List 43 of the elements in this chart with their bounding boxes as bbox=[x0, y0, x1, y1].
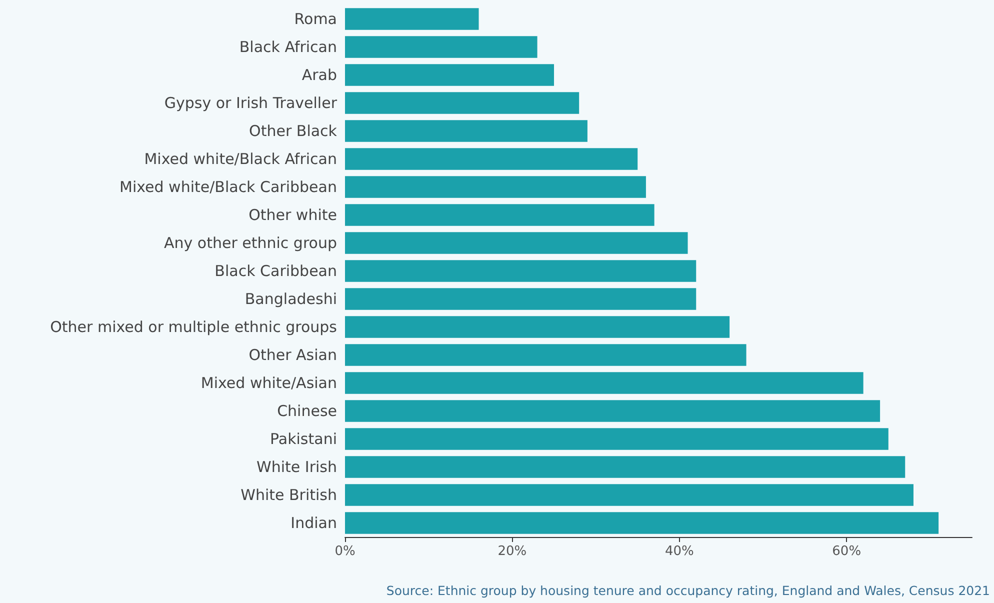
bar bbox=[345, 232, 688, 254]
y-tick-label: Bangladeshi bbox=[244, 290, 337, 308]
bar bbox=[345, 8, 479, 30]
bar bbox=[345, 204, 654, 226]
bar bbox=[345, 176, 646, 198]
bar bbox=[345, 260, 696, 282]
y-tick-label: Any other ethnic group bbox=[164, 234, 337, 252]
bar bbox=[345, 36, 538, 58]
bar bbox=[345, 400, 880, 422]
y-tick-label: Black Caribbean bbox=[214, 262, 337, 280]
y-tick-label: Mixed white/Black African bbox=[144, 150, 337, 168]
y-tick-label: White Irish bbox=[256, 458, 337, 476]
y-tick-label: Black African bbox=[239, 38, 337, 56]
y-tick-label: Indian bbox=[290, 514, 337, 532]
bar bbox=[345, 456, 906, 478]
y-tick-label: Other Asian bbox=[248, 346, 337, 364]
y-tick-label: Arab bbox=[302, 66, 337, 84]
bar bbox=[345, 512, 939, 534]
bar bbox=[345, 288, 696, 310]
y-tick-label: Mixed white/Black Caribbean bbox=[120, 178, 337, 196]
y-tick-label: Other Black bbox=[249, 122, 338, 140]
bar bbox=[345, 484, 914, 506]
x-tick-label: 40% bbox=[664, 544, 694, 559]
y-tick-label: Other white bbox=[248, 206, 337, 224]
y-tick-label: Chinese bbox=[277, 402, 337, 420]
x-tick-label: 0% bbox=[334, 544, 356, 559]
bar bbox=[345, 120, 588, 142]
bar bbox=[345, 428, 888, 450]
x-tick-label: 60% bbox=[832, 544, 862, 559]
bar bbox=[345, 372, 864, 394]
y-tick-label: Roma bbox=[294, 10, 337, 28]
bar bbox=[345, 92, 580, 114]
y-tick-label: White British bbox=[240, 486, 337, 504]
bar bbox=[345, 344, 746, 366]
y-tick-label: Gypsy or Irish Traveller bbox=[164, 94, 338, 112]
y-tick-label: Pakistani bbox=[270, 430, 337, 448]
y-tick-label: Mixed white/Asian bbox=[200, 374, 337, 392]
source-note: Source: Ethnic group by housing tenure and occupancy rating, England and Wales, Census 2021 bbox=[386, 583, 990, 598]
y-tick-label: Other mixed or multiple ethnic groups bbox=[50, 318, 338, 336]
bar bbox=[345, 148, 638, 170]
x-tick-label: 20% bbox=[498, 544, 527, 559]
bar bbox=[345, 64, 554, 86]
bar bbox=[345, 316, 730, 338]
